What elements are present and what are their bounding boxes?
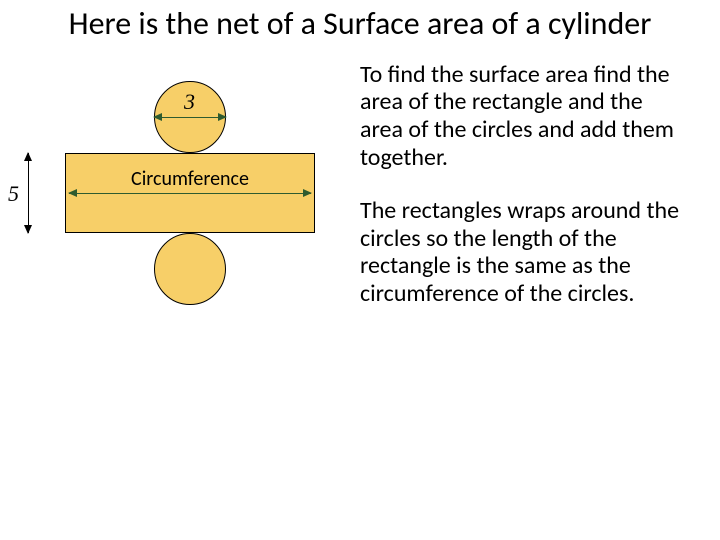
content-row: 3 Circumference 5 To find the surface area… <box>0 61 720 481</box>
explanation-paragraph-1: To find the surface area find the area o… <box>360 61 680 171</box>
height-label: 5 <box>8 181 19 207</box>
explanation-paragraph-2: The rectangles wraps around the circles … <box>360 197 680 307</box>
circumference-label: Circumference <box>65 167 315 191</box>
text-column: To find the surface area find the area o… <box>360 61 700 481</box>
page-title: Here is the net of a Surface area of a c… <box>0 0 720 43</box>
cylinder-net-diagram: 3 Circumference 5 <box>0 71 360 371</box>
diameter-label: 3 <box>184 89 195 115</box>
diagram-column: 3 Circumference 5 <box>0 61 360 481</box>
net-circle-bottom <box>154 233 226 305</box>
height-arrow <box>28 153 29 233</box>
diameter-arrow <box>154 117 226 118</box>
circumference-arrow <box>69 193 311 194</box>
